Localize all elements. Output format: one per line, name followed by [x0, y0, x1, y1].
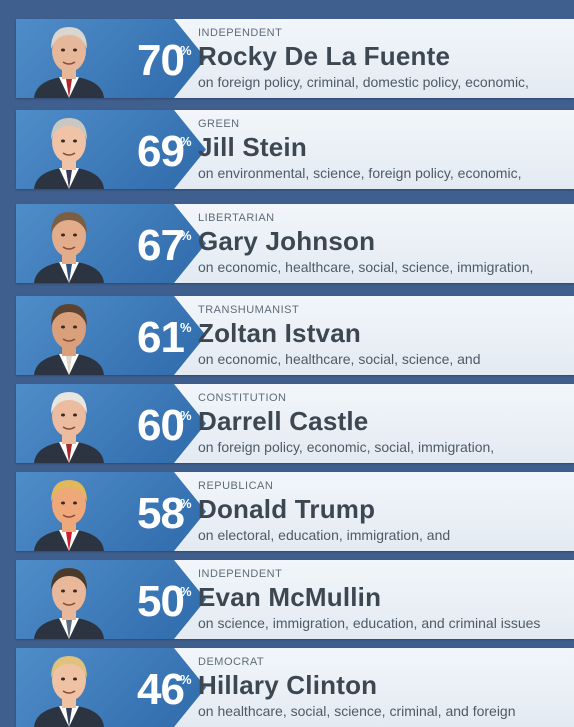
percent-sign: % — [180, 584, 192, 599]
party-label: CONSTITUTION — [198, 392, 287, 404]
party-label: GREEN — [198, 118, 240, 130]
candidate-name[interactable]: Zoltan Istvan — [198, 318, 361, 348]
candidate-name[interactable]: Darrell Castle — [198, 406, 369, 436]
candidate-photo — [24, 206, 114, 283]
agreement-issues: on foreign policy, criminal, domestic po… — [198, 74, 529, 90]
agreement-issues: on electoral, education, immigration, an… — [198, 527, 451, 543]
percent-sign: % — [180, 496, 192, 511]
percent-sign: % — [180, 43, 192, 58]
agreement-issues: on foreign policy, economic, social, imm… — [198, 439, 495, 455]
agreement-issues: on economic, healthcare, social, science… — [198, 259, 534, 275]
candidate-photo — [24, 386, 114, 463]
candidate-name[interactable]: Donald Trump — [198, 494, 376, 524]
candidate-photo — [24, 474, 114, 551]
match-percent: 61 — [137, 313, 185, 362]
candidate-name[interactable]: Rocky De La Fuente — [198, 41, 451, 71]
match-percent: 70 — [137, 36, 185, 85]
agreement-issues: on healthcare, social, science, criminal… — [198, 703, 516, 719]
party-label: LIBERTARIAN — [198, 212, 275, 224]
candidate-photo — [24, 21, 114, 98]
candidate-card[interactable]: 50% INDEPENDENT Evan McMullin on science, i… — [16, 560, 574, 639]
candidate-photo — [24, 562, 114, 639]
candidate-name[interactable]: Evan McMullin — [198, 582, 382, 612]
candidate-card[interactable]: 58% REPUBLICAN Donald Trump on electoral, e… — [16, 472, 574, 551]
match-percent: 58 — [137, 489, 185, 538]
percent-sign: % — [180, 408, 192, 423]
agreement-issues: on science, immigration, education, and … — [198, 615, 541, 631]
match-percent: 69 — [137, 127, 185, 176]
candidate-name[interactable]: Gary Johnson — [198, 226, 376, 256]
agreement-issues: on economic, healthcare, social, science… — [198, 351, 481, 367]
party-label: DEMOCRAT — [198, 656, 265, 668]
percent-sign: % — [180, 672, 192, 687]
candidate-name[interactable]: Jill Stein — [198, 132, 307, 162]
candidate-card[interactable]: 70% INDEPENDENT Rocky De La Fuente on forei… — [16, 19, 574, 98]
match-percent: 60 — [137, 401, 185, 450]
party-label: INDEPENDENT — [198, 27, 283, 39]
percent-sign: % — [180, 134, 192, 149]
percent-sign: % — [180, 228, 192, 243]
candidate-card[interactable]: 61% TRANSHUMANIST Zoltan Istvan on economic… — [16, 296, 574, 375]
party-label: TRANSHUMANIST — [198, 304, 300, 316]
candidate-photo — [24, 298, 114, 375]
candidate-photo — [24, 112, 114, 189]
match-percent: 46 — [137, 665, 185, 714]
match-percent: 67 — [137, 221, 185, 270]
party-label: INDEPENDENT — [198, 568, 283, 580]
candidate-card[interactable]: 60% CONSTITUTION Darrell Castle on foreign … — [16, 384, 574, 463]
percent-sign: % — [180, 320, 192, 335]
candidate-card[interactable]: 67% LIBERTARIAN Gary Johnson on economic, h… — [16, 204, 574, 283]
agreement-issues: on environmental, science, foreign polic… — [198, 165, 522, 181]
candidate-card[interactable]: 69% GREEN Jill Stein on environmental, scie… — [16, 110, 574, 189]
candidate-name[interactable]: Hillary Clinton — [198, 670, 378, 700]
candidate-photo — [24, 650, 114, 727]
party-label: REPUBLICAN — [198, 480, 274, 492]
match-percent: 50 — [137, 577, 185, 626]
candidate-card[interactable]: 46% DEMOCRAT Hillary Clinton on healthcare,… — [16, 648, 574, 727]
